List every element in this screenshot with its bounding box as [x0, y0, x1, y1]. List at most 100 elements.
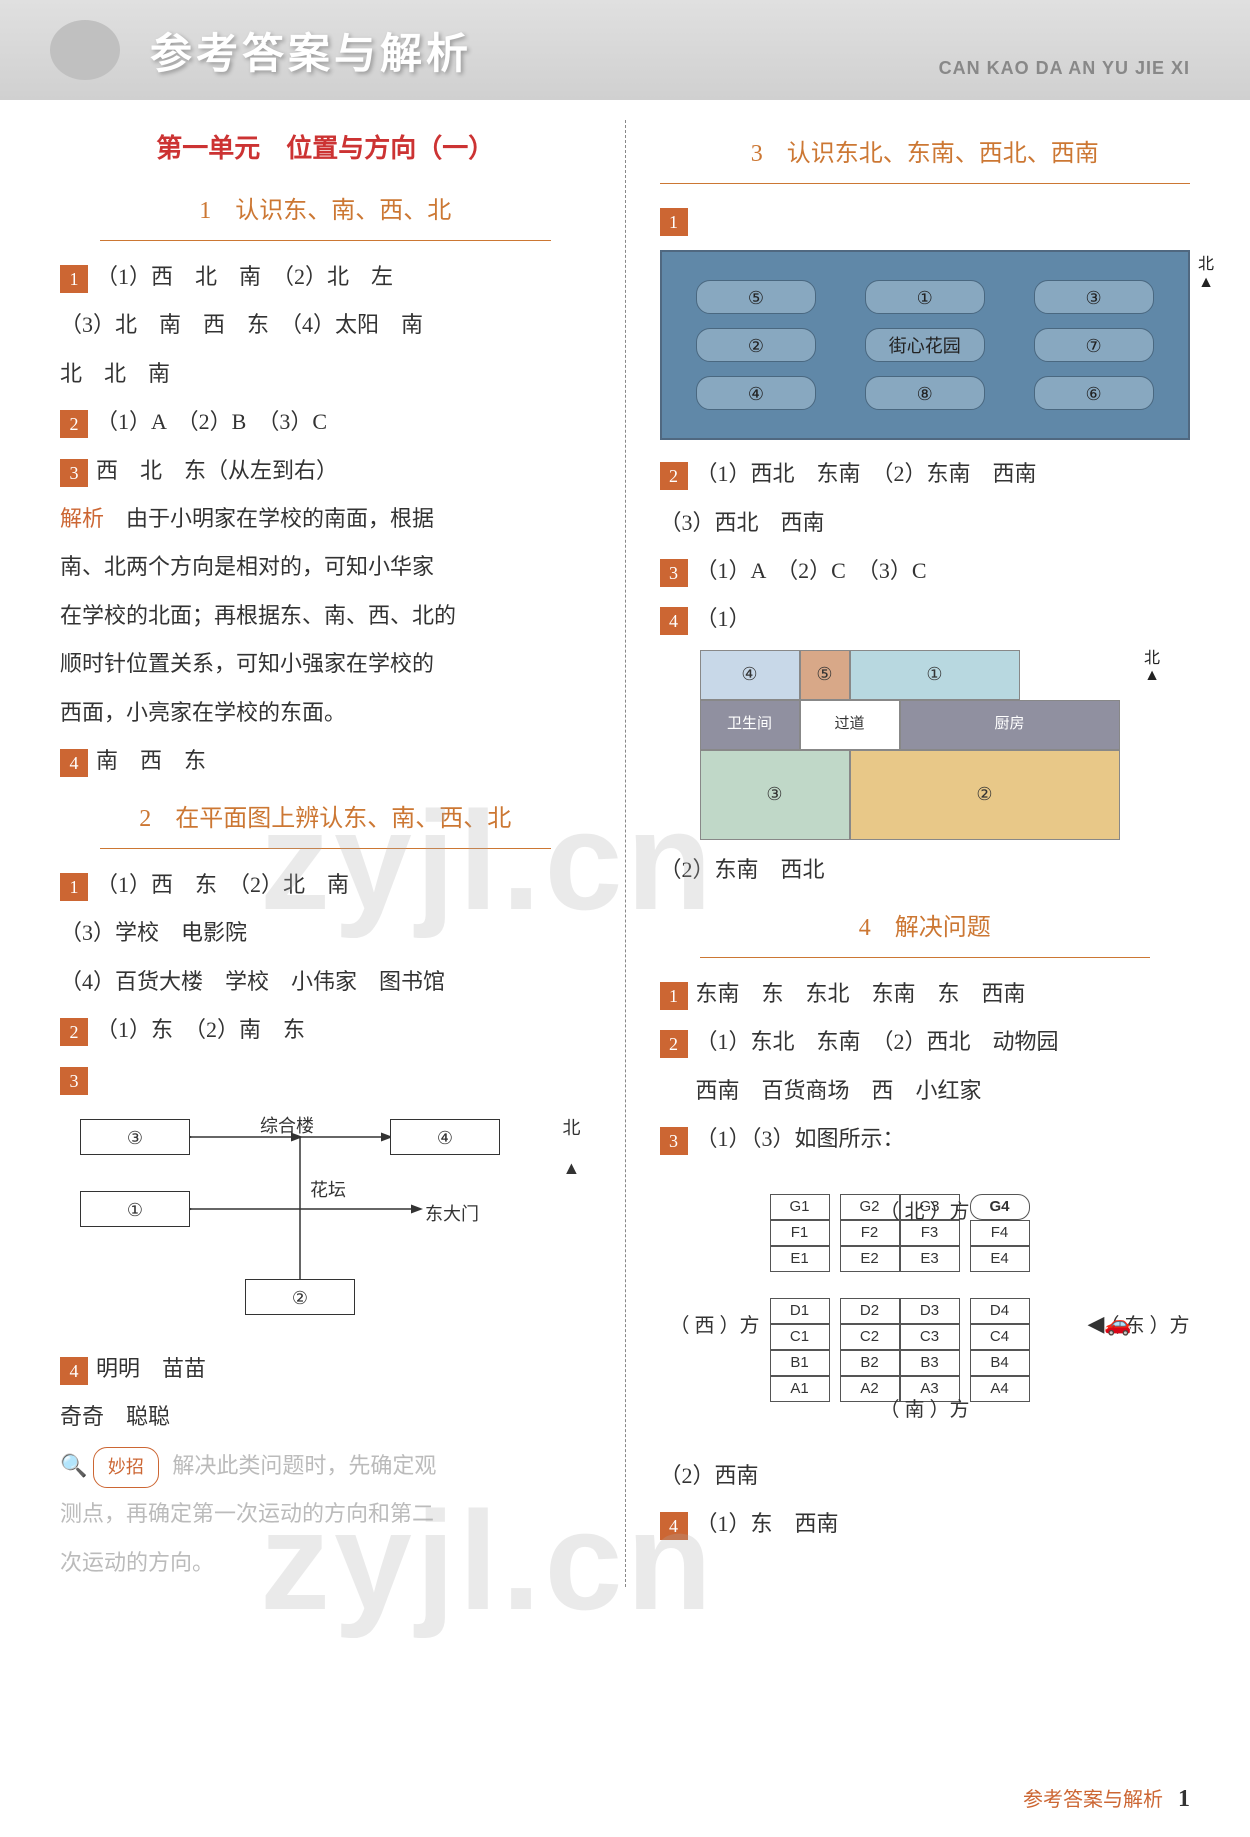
parking-cell: B1 [770, 1350, 830, 1376]
plan-4: ④ [700, 650, 800, 700]
l3-q4-2: （2）东南 西北 [660, 846, 1191, 894]
l1-q1-line2: （3）北 南 西 东 （4）太阳 南 [60, 301, 591, 349]
qnum-l3-4: 4 [660, 607, 688, 635]
l3-q2a-text: （1）西北 东南 （2）东南 西南 [696, 461, 1037, 486]
parking-cell: B3 [900, 1350, 960, 1376]
campus-north: 北▲ [563, 1109, 581, 1188]
plan-2: ② [850, 750, 1120, 840]
map-north: 北▲ [1198, 256, 1214, 291]
plan-north: 北▲ [1144, 650, 1160, 685]
qnum-l2-1: 1 [60, 873, 88, 901]
campus-zonghe: 综合楼 [260, 1107, 314, 1147]
parking-cell: G1 [770, 1194, 830, 1220]
l2-q1-line1: 1 （1）西 东 （2）北 南 [60, 861, 591, 909]
l1-q1-line1: 1 （1）西 北 南 （2）北 左 [60, 253, 591, 301]
campus-box-2: ② [245, 1279, 355, 1315]
l1-q1a: （1）西 北 南 （2）北 左 [96, 264, 393, 289]
l2-q2-text: （1）东 （2）南 东 [96, 1017, 305, 1042]
parking-cell: A4 [970, 1376, 1030, 1402]
plan-empty-tr [1020, 650, 1120, 700]
plan-5: ⑤ [800, 650, 850, 700]
parking-cell: E4 [970, 1246, 1030, 1272]
l1-jiexi-5: 西面，小亮家在学校的东面。 [60, 689, 591, 737]
footer: 参考答案与解析 1 [1023, 1783, 1190, 1813]
header-banner: 参考答案与解析 CAN KAO DA AN YU JIE XI [0, 0, 1250, 100]
parking-cell: D1 [770, 1298, 830, 1324]
jiexi-label: 解析 [60, 506, 104, 531]
l1-q2-text: （1）A （2）B （3）C [96, 409, 327, 434]
parking-diagram: （ 北 ）方 （ 西 ）方 （ 东 ）方 ◀🚗 G1G2G3G4F1F2F3F4… [680, 1194, 1191, 1402]
map-cell-center: 街心花园 [865, 328, 985, 362]
parking-cell: D3 [900, 1298, 960, 1324]
l4-q2b: 西南 百货商场 西 小红家 [660, 1067, 1191, 1115]
campus-north-text: 北 [563, 1118, 581, 1138]
qnum-l4-3: 3 [660, 1127, 688, 1155]
qnum-2: 2 [60, 410, 88, 438]
page: zyjl.cn zyjl.cn 参考答案与解析 CAN KAO DA AN YU… [0, 0, 1250, 1837]
parking-cell: D2 [840, 1298, 900, 1324]
parking-cell: A1 [770, 1376, 830, 1402]
lesson3-title: 3 认识东北、东南、西北、西南 [660, 128, 1191, 184]
l4-q4-text: （1）东 西南 [696, 1511, 839, 1536]
campus-gate: 东大门 [425, 1195, 479, 1235]
l2-q4: 4明明 苗苗 [60, 1345, 591, 1393]
l3-q1-head: 1 [660, 196, 1191, 244]
floorplan-wrap: 北▲ ④ ⑤ ① 卫生间 过道 厨房 ③ ② [660, 650, 1191, 840]
banner-title: 参考答案与解析 [150, 20, 472, 81]
parking-cell: C4 [970, 1324, 1030, 1350]
parking-cell: C2 [840, 1324, 900, 1350]
l2-q1-line2: （3）学校 电影院 [60, 909, 591, 957]
footer-label: 参考答案与解析 [1023, 1789, 1163, 1811]
l1-q2: 2 （1）A （2）B （3）C [60, 398, 591, 446]
plan-chufang: 厨房 [900, 700, 1120, 750]
l3-q3-text: （1）A （2）C （3）C [696, 558, 927, 583]
l2-q3-head: 3 [60, 1055, 591, 1103]
street-map: 北▲ ⑤ ① ③ ② 街心花园 ⑦ ④ ⑧ ⑥ [660, 250, 1191, 440]
plan-1: ① [850, 650, 1020, 700]
l2-q4a-text: 明明 苗苗 [96, 1356, 206, 1381]
qnum-4: 4 [60, 749, 88, 777]
magnifier-icon: 🔍 [60, 1453, 87, 1478]
map-north-text: 北 [1198, 256, 1214, 273]
l1-q3-text: 西 北 东（从左到右） [96, 458, 338, 483]
tip-badge: 妙招 [93, 1447, 159, 1489]
qnum-l4-4: 4 [660, 1512, 688, 1540]
map-row-2: ② 街心花园 ⑦ [672, 328, 1179, 362]
map-cell-7: ⑦ [1034, 328, 1154, 362]
parking-cell: F1 [770, 1220, 830, 1246]
l1-jiexi-1: 解析 由于小明家在学校的南面，根据 [60, 495, 591, 543]
floorplan: ④ ⑤ ① 卫生间 过道 厨房 ③ ② [700, 650, 1120, 840]
map-cell-5: ⑤ [696, 280, 816, 314]
qnum-3: 3 [60, 459, 88, 487]
parking-cell: D4 [970, 1298, 1030, 1324]
map-cell-6: ⑥ [1034, 376, 1154, 410]
map-row-3: ④ ⑧ ⑥ [672, 376, 1179, 410]
l1-q4-text: 南 西 东 [96, 748, 206, 773]
right-column: 3 认识东北、东南、西北、西南 1 北▲ ⑤ ① ③ ② 街心花园 ⑦ ④ ⑧ … [660, 120, 1191, 1587]
plan-wsj: 卫生间 [700, 700, 800, 750]
parking-west: （ 西 ）方 [670, 1304, 760, 1348]
l4-q4: 4 （1）东 西南 [660, 1500, 1191, 1548]
l2-q1a-text: （1）西 东 （2）北 南 [96, 872, 349, 897]
plan-guodao: 过道 [800, 700, 900, 750]
tip1-text: 解决此类问题时，先确定观 [172, 1453, 436, 1478]
l3-q2b: （3）西北 西南 [660, 499, 1191, 547]
l4-q1-text: 东南 东 东北 东南 东 西南 [696, 981, 1026, 1006]
lesson2-title: 2 在平面图上辨认东、南、西、北 [100, 793, 551, 849]
banner-icon [50, 20, 120, 80]
campus-box-4: ④ [390, 1119, 500, 1155]
map-cell-3: ③ [1034, 280, 1154, 314]
map-cell-1: ① [865, 280, 985, 314]
l1-jiexi1-text: 由于小明家在学校的南面，根据 [126, 506, 434, 531]
footer-page: 1 [1178, 1786, 1190, 1812]
campus-box-3: ③ [80, 1119, 190, 1155]
l4-q3-head-text: （1）（3）如图所示： [696, 1126, 905, 1151]
tip-line3: 次运动的方向。 [60, 1539, 591, 1587]
qnum-1: 1 [60, 265, 88, 293]
tip-line2: 测点，再确定第一次运动的方向和第二 [60, 1490, 591, 1538]
l4-q3-head: 3 （1）（3）如图所示： [660, 1115, 1191, 1163]
l3-q3: 3（1）A （2）C （3）C [660, 547, 1191, 595]
l4-q3-2: （2）西南 [660, 1452, 1191, 1500]
lesson1-title: 1 认识东、南、西、北 [100, 185, 551, 241]
plan-north-text: 北 [1144, 650, 1160, 667]
